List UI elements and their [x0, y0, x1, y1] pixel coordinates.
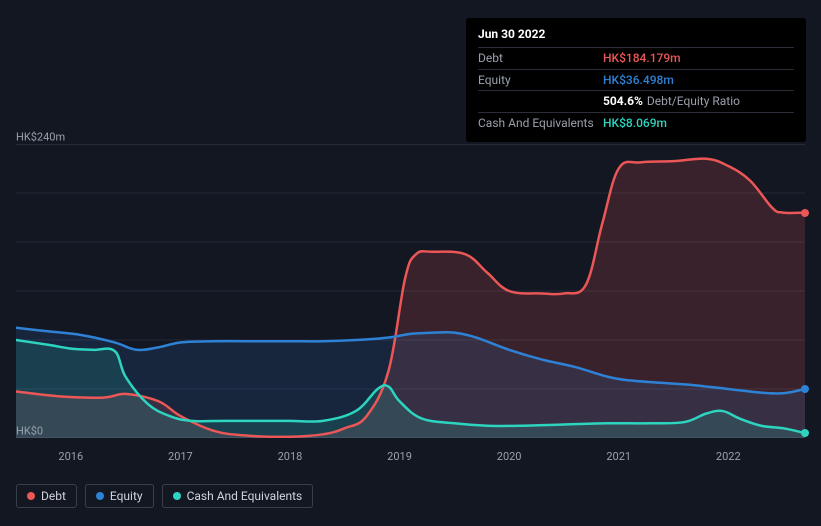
legend-dot-icon — [27, 492, 35, 500]
x-axis-tick: 2019 — [387, 450, 412, 463]
chart-svg — [16, 144, 805, 438]
tooltip-row: DebtHK$184.179m — [478, 47, 794, 69]
tooltip-row-value: HK$184.179m — [603, 50, 681, 67]
tooltip-row-label — [478, 93, 603, 110]
hover-marker-debt — [801, 209, 809, 217]
x-axis-tick: 2022 — [716, 450, 741, 463]
x-axis-tick: 2021 — [606, 450, 631, 463]
tooltip-row: Cash And EquivalentsHK$8.069m — [478, 112, 794, 134]
tooltip-row-value: HK$8.069m — [603, 115, 667, 132]
x-axis-tick: 2020 — [497, 450, 522, 463]
y-axis-label: HK$0 — [16, 425, 60, 438]
x-axis-tick: 2016 — [58, 450, 83, 463]
legend-item-label: Equity — [110, 489, 143, 503]
chart-area: HK$240mHK$0 — [16, 144, 805, 438]
tooltip-row: 504.6%Debt/Equity Ratio — [478, 90, 794, 112]
legend-dot-icon — [173, 492, 181, 500]
tooltip-ratio: 504.6%Debt/Equity Ratio — [603, 93, 740, 110]
hover-marker-equity — [801, 385, 809, 393]
legend-item-debt[interactable]: Debt — [16, 484, 77, 508]
x-axis-tick: 2017 — [168, 450, 193, 463]
legend-item-cash[interactable]: Cash And Equivalents — [162, 484, 314, 508]
tooltip-rows: DebtHK$184.179mEquityHK$36.498m504.6%Deb… — [478, 47, 794, 134]
hover-marker-cash — [801, 429, 809, 437]
tooltip-row-label: Equity — [478, 72, 603, 89]
tooltip-row-label: Cash And Equivalents — [478, 115, 603, 132]
chart-tooltip: Jun 30 2022 DebtHK$184.179mEquityHK$36.4… — [466, 18, 806, 142]
tooltip-date: Jun 30 2022 — [478, 26, 794, 47]
y-axis-label: HK$240m — [16, 131, 60, 144]
legend-item-label: Debt — [41, 489, 66, 503]
x-axis-tick: 2018 — [278, 450, 303, 463]
tooltip-row-value: HK$36.498m — [603, 72, 674, 89]
legend-item-equity[interactable]: Equity — [85, 484, 154, 508]
tooltip-row: EquityHK$36.498m — [478, 69, 794, 91]
legend-item-label: Cash And Equivalents — [187, 489, 303, 503]
legend: Debt Equity Cash And Equivalents — [16, 484, 313, 508]
legend-dot-icon — [96, 492, 104, 500]
tooltip-row-label: Debt — [478, 50, 603, 67]
